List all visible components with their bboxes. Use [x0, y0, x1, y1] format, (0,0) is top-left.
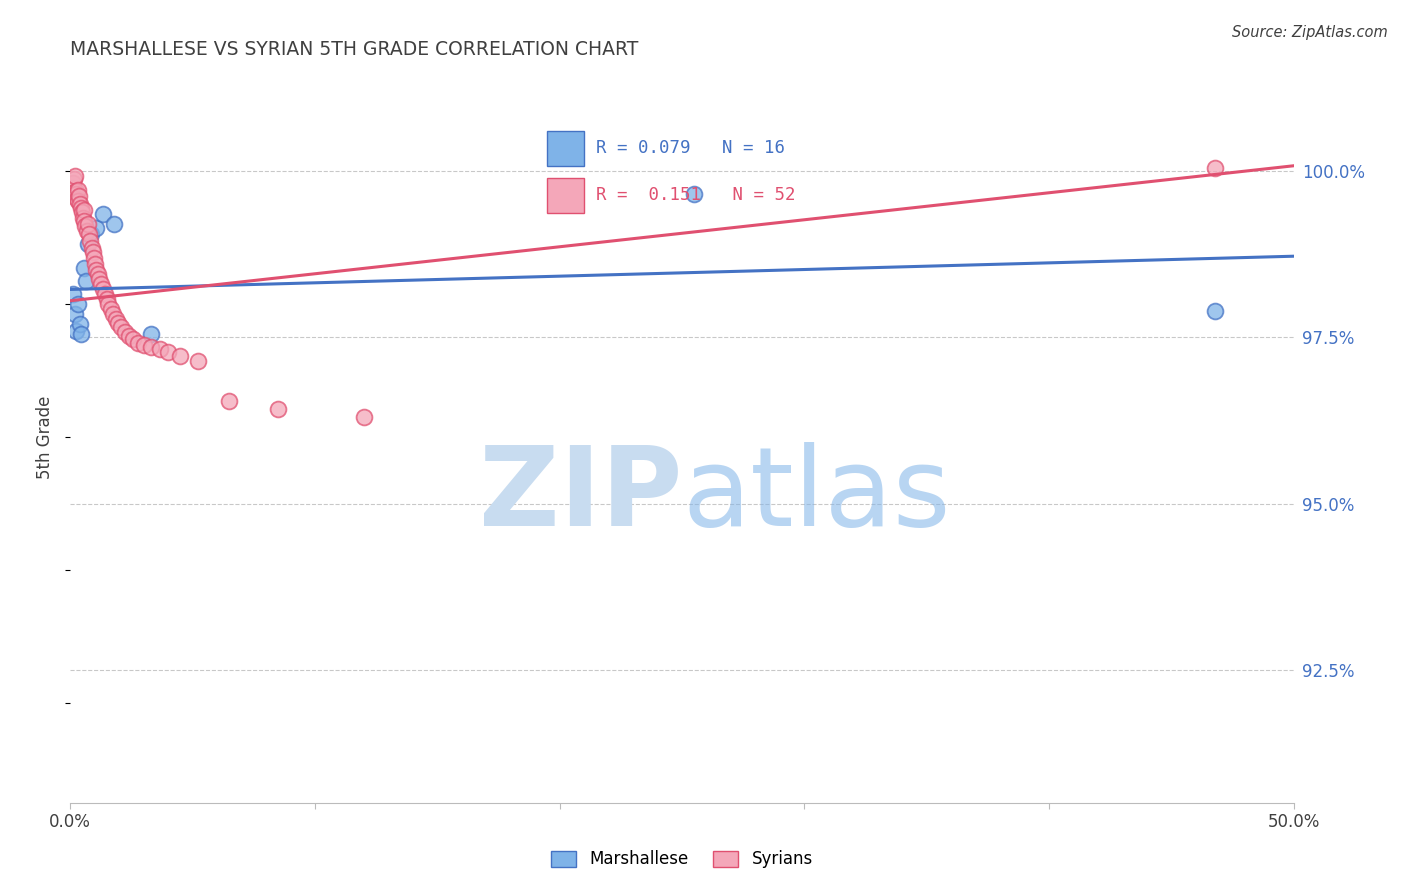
- Point: [67, 297, 90, 311]
- Point: [100, 302, 122, 317]
- Point: [67, 189, 90, 203]
- Point: [96, 292, 118, 306]
- Legend: Marshallese, Syrians: Marshallese, Syrians: [544, 844, 820, 875]
- Point: [104, 311, 127, 326]
- Point: [93, 287, 115, 301]
- Point: [60, 180, 83, 194]
- Point: [77, 217, 100, 231]
- Point: [79, 234, 101, 248]
- Point: [86, 262, 108, 277]
- Point: [107, 316, 129, 330]
- Point: [77, 237, 100, 252]
- Point: [139, 340, 162, 354]
- Point: [72, 202, 94, 217]
- Point: [683, 187, 706, 202]
- Point: [267, 402, 290, 417]
- Point: [101, 307, 124, 321]
- Point: [1204, 303, 1226, 318]
- Point: [186, 353, 208, 368]
- Point: [90, 277, 112, 292]
- Point: [169, 349, 191, 363]
- Point: [66, 183, 89, 197]
- Point: [127, 335, 149, 350]
- Point: [117, 329, 139, 343]
- Point: [63, 169, 86, 184]
- Point: [103, 217, 125, 231]
- Point: [83, 251, 105, 265]
- Point: [65, 187, 87, 202]
- Point: [73, 214, 96, 228]
- Point: [91, 207, 114, 221]
- Point: [70, 326, 93, 341]
- Point: [75, 274, 97, 288]
- Bar: [547, 130, 583, 166]
- Point: [65, 184, 87, 198]
- Point: [84, 220, 107, 235]
- Text: R = 0.079   N = 16: R = 0.079 N = 16: [596, 139, 785, 157]
- Text: atlas: atlas: [682, 442, 950, 549]
- Point: [84, 257, 107, 271]
- Point: [80, 241, 103, 255]
- Point: [66, 192, 89, 206]
- Point: [69, 201, 91, 215]
- Text: ZIP: ZIP: [478, 442, 682, 549]
- Point: [62, 176, 84, 190]
- Point: [80, 227, 103, 242]
- Point: [139, 326, 162, 341]
- Point: [77, 227, 100, 242]
- Point: [132, 338, 155, 352]
- Bar: [547, 178, 583, 212]
- Point: [63, 307, 86, 321]
- Point: [1204, 161, 1226, 175]
- Point: [121, 332, 143, 346]
- Point: [157, 345, 180, 359]
- Point: [97, 297, 120, 311]
- Point: [114, 325, 136, 339]
- Point: [218, 393, 240, 408]
- Point: [110, 320, 132, 334]
- Text: Source: ZipAtlas.com: Source: ZipAtlas.com: [1232, 25, 1388, 40]
- Point: [69, 317, 91, 331]
- Point: [89, 272, 111, 286]
- Point: [82, 245, 104, 260]
- Point: [63, 172, 86, 186]
- Point: [76, 224, 98, 238]
- Point: [65, 324, 87, 338]
- Point: [72, 211, 94, 225]
- Point: [75, 219, 97, 233]
- Point: [353, 410, 375, 425]
- Text: MARSHALLESE VS SYRIAN 5TH GRADE CORRELATION CHART: MARSHALLESE VS SYRIAN 5TH GRADE CORRELAT…: [70, 39, 638, 59]
- Point: [62, 287, 84, 301]
- Point: [70, 205, 93, 219]
- Point: [91, 283, 114, 297]
- Point: [73, 260, 96, 275]
- Text: R =  0.151   N = 52: R = 0.151 N = 52: [596, 186, 796, 204]
- Point: [149, 343, 172, 357]
- Point: [69, 197, 91, 211]
- Point: [86, 267, 108, 281]
- Y-axis label: 5th Grade: 5th Grade: [37, 395, 55, 479]
- Point: [67, 194, 90, 208]
